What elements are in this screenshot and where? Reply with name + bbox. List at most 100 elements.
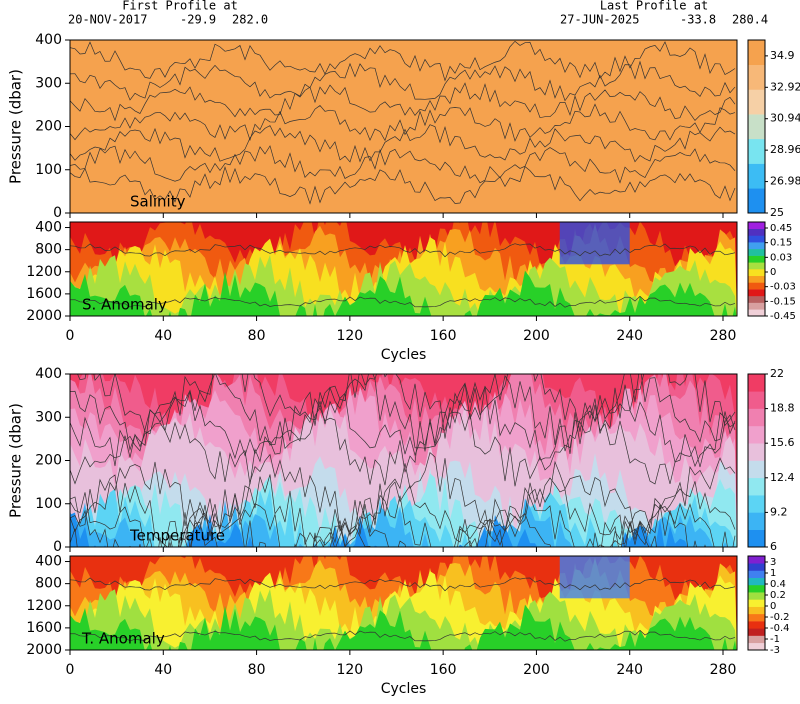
colorbar-swatch xyxy=(748,303,765,310)
colorbar-swatch xyxy=(748,556,765,564)
colorbar-label: 0.2 xyxy=(770,590,786,601)
y-tick-label: 400 xyxy=(35,366,62,382)
y-tick-label: 800 xyxy=(35,242,62,258)
y-tick-label: 100 xyxy=(35,496,62,512)
x-axis-label: Cycles xyxy=(381,681,427,697)
colorbar-swatch xyxy=(748,628,765,636)
colorbar-swatch xyxy=(748,391,765,409)
colorbar-swatch xyxy=(748,269,765,276)
colorbar-label: 0.03 xyxy=(770,252,792,263)
x-tick-label: 40 xyxy=(154,328,172,344)
colorbar-swatch xyxy=(748,592,765,600)
first-profile-label: First Profile at xyxy=(122,0,238,13)
colorbar-swatch xyxy=(748,249,765,256)
colorbar-label: 18.8 xyxy=(770,402,795,415)
panel-title: S. Anomaly xyxy=(82,296,167,314)
x-tick-label: 120 xyxy=(336,662,363,678)
colorbar-label: -1 xyxy=(770,634,780,645)
x-tick-label: 40 xyxy=(154,662,172,678)
colorbar-swatch xyxy=(748,164,765,189)
colorbar-swatch xyxy=(748,262,765,269)
panel-title: Salinity xyxy=(130,193,186,211)
colorbar-swatch xyxy=(748,139,765,164)
colorbar-label: 9.2 xyxy=(770,505,788,518)
x-tick-label: 120 xyxy=(336,328,363,344)
colorbar-swatch xyxy=(748,621,765,629)
colorbar-swatch xyxy=(748,409,765,427)
last-profile-lat: -33.8 xyxy=(680,13,716,27)
field xyxy=(70,40,737,213)
colorbar-swatch xyxy=(748,235,765,242)
colorbar-swatch xyxy=(748,585,765,593)
colorbar-label: 0.15 xyxy=(770,238,792,249)
y-tick-label: 300 xyxy=(35,409,62,425)
colorbar-label: -0.03 xyxy=(770,282,796,293)
panel-title: Temperature xyxy=(129,527,225,545)
y-axis-label: Pressure (dbar) xyxy=(7,69,25,184)
colorbar-label: -3 xyxy=(770,645,780,656)
first-profile-lat: -29.9 xyxy=(180,13,216,27)
y-tick-label: 300 xyxy=(35,75,62,91)
x-tick-label: 200 xyxy=(523,662,550,678)
x-tick-label: 80 xyxy=(248,328,266,344)
colorbar-swatch xyxy=(748,643,765,651)
y-tick-label: 200 xyxy=(35,453,62,469)
x-tick-label: 280 xyxy=(710,328,737,344)
x-tick-label: 0 xyxy=(66,662,75,678)
colorbar-swatch xyxy=(748,495,765,513)
colorbar-swatch xyxy=(748,229,765,236)
colorbar-label: -0.45 xyxy=(770,311,796,322)
y-tick-label: 200 xyxy=(35,119,62,135)
colorbar-swatch xyxy=(748,636,765,644)
colorbar-swatch xyxy=(748,374,765,392)
x-axis-label: Cycles xyxy=(381,347,427,363)
colorbar-swatch xyxy=(748,276,765,283)
colorbar-swatch xyxy=(748,443,765,461)
y-tick-label: 800 xyxy=(35,576,62,592)
x-tick-label: 160 xyxy=(430,662,457,678)
colorbar-swatch xyxy=(748,563,765,571)
colorbar-swatch xyxy=(748,256,765,263)
colorbar-swatch xyxy=(748,461,765,479)
field xyxy=(70,541,737,666)
colorbar-label: 22 xyxy=(770,367,784,380)
y-tick-label: 1200 xyxy=(26,264,62,280)
colorbar-swatch xyxy=(748,530,765,548)
first-profile-date: 20-NOV-2017 xyxy=(68,13,147,27)
colorbar-label: 1 xyxy=(770,568,776,579)
y-tick-label: 400 xyxy=(35,554,62,570)
colorbar-swatch xyxy=(748,242,765,249)
colorbar-label: 32.92 xyxy=(770,80,800,93)
y-tick-label: 100 xyxy=(35,162,62,178)
colorbar-label: 0.4 xyxy=(770,579,786,590)
colorbar-label: 0 xyxy=(770,601,776,612)
colorbar-swatch xyxy=(748,478,765,496)
x-tick-label: 0 xyxy=(66,328,75,344)
colorbar-label: 26.98 xyxy=(770,175,800,188)
y-axis-label: Pressure (dbar) xyxy=(7,403,25,518)
colorbar-swatch xyxy=(748,512,765,530)
colorbar-label: 28.96 xyxy=(770,143,800,156)
x-tick-label: 280 xyxy=(710,662,737,678)
colorbar-swatch xyxy=(748,65,765,90)
field-fill xyxy=(70,40,737,213)
colorbar-swatch xyxy=(748,40,765,65)
colorbar-swatch xyxy=(748,222,765,229)
last-profile-date: 27-JUN-2025 xyxy=(560,13,639,27)
colorbar-swatch xyxy=(748,578,765,586)
colorbar-swatch xyxy=(748,309,765,316)
colorbar-swatch xyxy=(748,114,765,139)
colorbar-swatch xyxy=(748,296,765,303)
field xyxy=(70,207,737,332)
colorbar-swatch xyxy=(748,289,765,296)
y-tick-label: 400 xyxy=(35,220,62,236)
x-tick-label: 80 xyxy=(248,662,266,678)
colorbar-label: 34.9 xyxy=(770,49,795,62)
y-tick-label: 1600 xyxy=(26,620,62,636)
colorbar-swatch xyxy=(748,426,765,444)
last-profile-lon: 280.4 xyxy=(732,13,768,27)
